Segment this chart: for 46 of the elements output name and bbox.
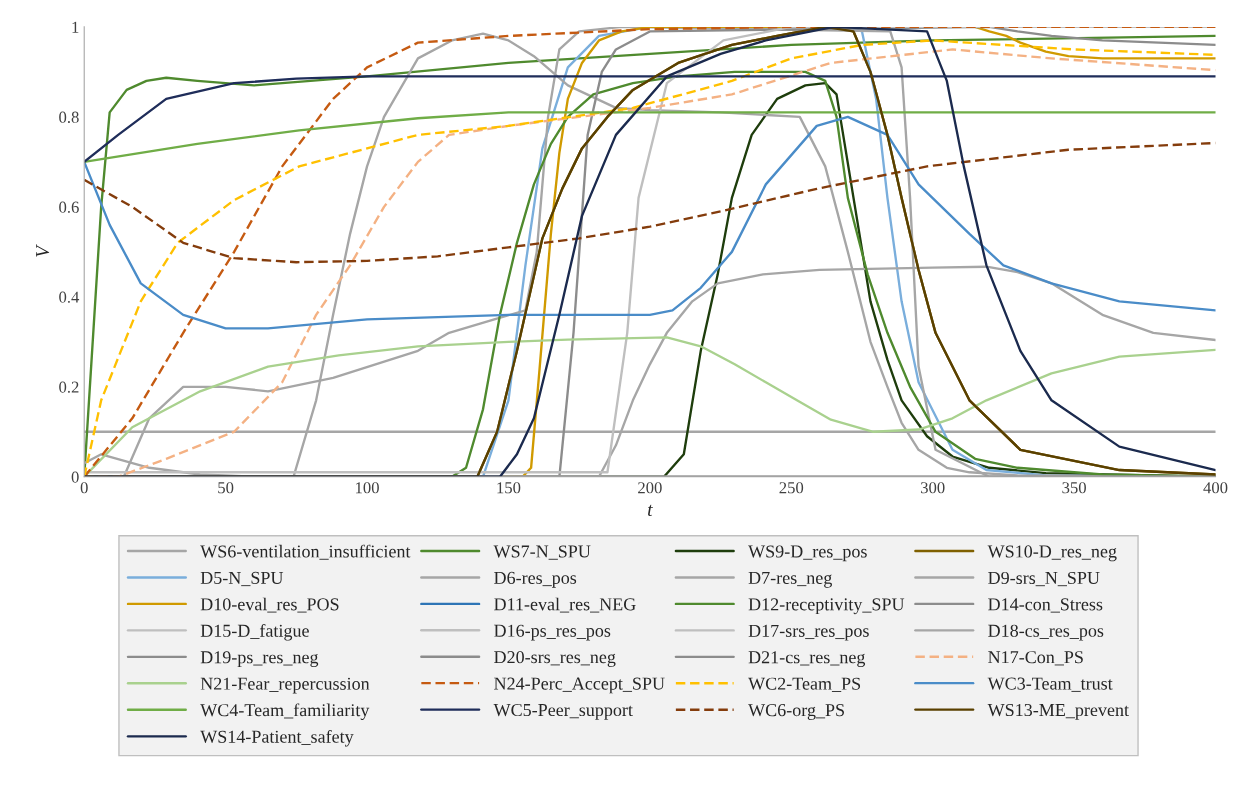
x-tick-label: 300 (920, 482, 945, 494)
x-tick-label: 400 (1203, 482, 1228, 494)
legend-label: D19-ps_res_neg (200, 651, 319, 668)
y-tick-label: 0.4 (59, 291, 80, 303)
legend-label: WS13-ME_prevent (987, 703, 1129, 720)
legend-label: D7-res_neg (748, 571, 832, 588)
legend-label: N21-Fear_repercussion (200, 677, 370, 694)
legend-label: D18-cs_res_pos (988, 624, 1104, 641)
legend-label: D17-srs_res_pos (748, 624, 869, 641)
x-tick-label: 350 (1062, 482, 1086, 494)
legend-label: WS14-Patient_safety (200, 729, 354, 747)
legend-label: WS9-D_res_pos (748, 545, 867, 562)
legend-label: D14-con_Stress (988, 598, 1103, 613)
x-axis-title: t (648, 504, 653, 516)
legend-label: WC3-Team_trust (987, 677, 1113, 692)
x-tick-label: 100 (356, 482, 379, 494)
legend-label: D15-D_fatigue (200, 623, 309, 641)
legend-label: WS6-ventilation_insufficient (200, 544, 411, 560)
legend-label: N17-Con_PS (988, 651, 1083, 666)
legend-label: D10-eval_res_POS (200, 597, 339, 613)
legend-label: WC5-Peer_support (493, 703, 633, 720)
legend-label: WC6-org_PS (748, 704, 844, 720)
y-tick-label: 0.2 (59, 381, 79, 393)
legend-label: WS10-D_res_neg (987, 545, 1117, 562)
y-tick-label: 0.6 (59, 201, 79, 213)
y-tick-label: 1 (72, 21, 79, 33)
x-tick-label: 200 (638, 482, 662, 494)
legend-label: WC2-Team_PS (748, 677, 861, 692)
legend-label: D21-cs_res_neg (748, 651, 866, 668)
y-tick-label: 0 (71, 471, 79, 483)
legend-label: D11-eval_res_NEG (494, 597, 636, 613)
x-tick-label: 50 (218, 482, 234, 494)
legend-label: D12-receptivity_SPU (748, 598, 905, 615)
x-tick-label: 0 (80, 482, 88, 494)
y-axis-title: V (36, 244, 50, 257)
legend-label: D20-srs_res_neg (494, 651, 616, 667)
legend-label: D16-ps_res_pos (494, 624, 611, 641)
legend-label: WS7-N_SPU (493, 545, 591, 560)
legend-label: WC4-Team_familiarity (200, 703, 370, 721)
y-tick-label: 0.8 (59, 111, 79, 123)
x-tick-label: 250 (779, 482, 804, 494)
legend-label: D9-srs_N_SPU (988, 571, 1100, 587)
legend-label: D6-res_pos (494, 571, 577, 588)
x-tick-label: 150 (497, 482, 521, 494)
legend-label: N24-Perc_Accept_SPU (494, 677, 665, 694)
legend-label: D5-N_SPU (200, 571, 284, 587)
